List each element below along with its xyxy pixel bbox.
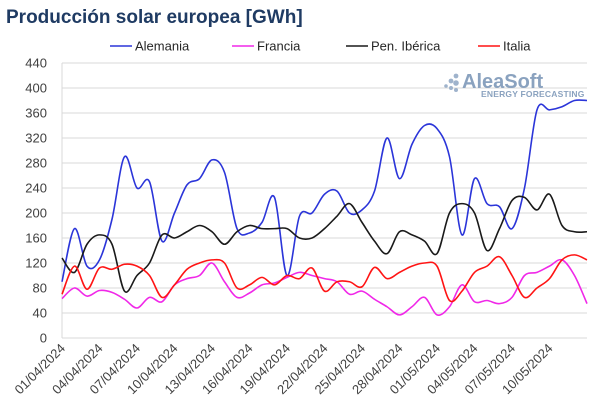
legend-label: Francia [257,39,301,54]
series-line-francia [61,258,588,316]
y-tick-label: 400 [25,81,47,96]
legend: Alemania Francia Pen. Ibérica Italia [110,39,531,54]
y-tick-label: 280 [25,156,47,171]
y-tick-label: 200 [25,206,47,221]
series-line-italia [61,254,588,303]
y-tick-label: 160 [25,231,47,246]
legend-label: Italia [503,39,531,54]
y-tick-label: 440 [25,56,47,71]
logo-tagline: ENERGY FORECASTING [481,89,585,99]
logo-dots-icon [444,73,459,92]
series-line-alemania [61,99,588,282]
series-lines [61,99,588,316]
y-tick-label: 40 [33,306,47,321]
x-axis: 01/04/202404/04/202407/04/202410/04/2024… [11,341,555,398]
legend-label: Pen. Ibérica [371,39,441,54]
y-tick-label: 240 [25,181,47,196]
y-tick-label: 320 [25,131,47,146]
aleasoft-logo: AleaSoft ENERGY FORECASTING [444,71,585,99]
y-tick-label: 0 [40,331,47,346]
grid [61,62,587,339]
y-tick-label: 120 [25,256,47,271]
logo-name: AleaSoft [462,71,543,93]
series-line-pen-ib-rica [61,193,588,293]
y-tick-label: 80 [33,281,47,296]
legend-label: Alemania [135,39,190,54]
y-tick-label: 360 [25,106,47,121]
chart-title: Producción solar europea [GWh] [6,7,303,28]
y-axis: 0 40 80 120 160 200 240 280 320 360 400 440 [25,56,47,346]
